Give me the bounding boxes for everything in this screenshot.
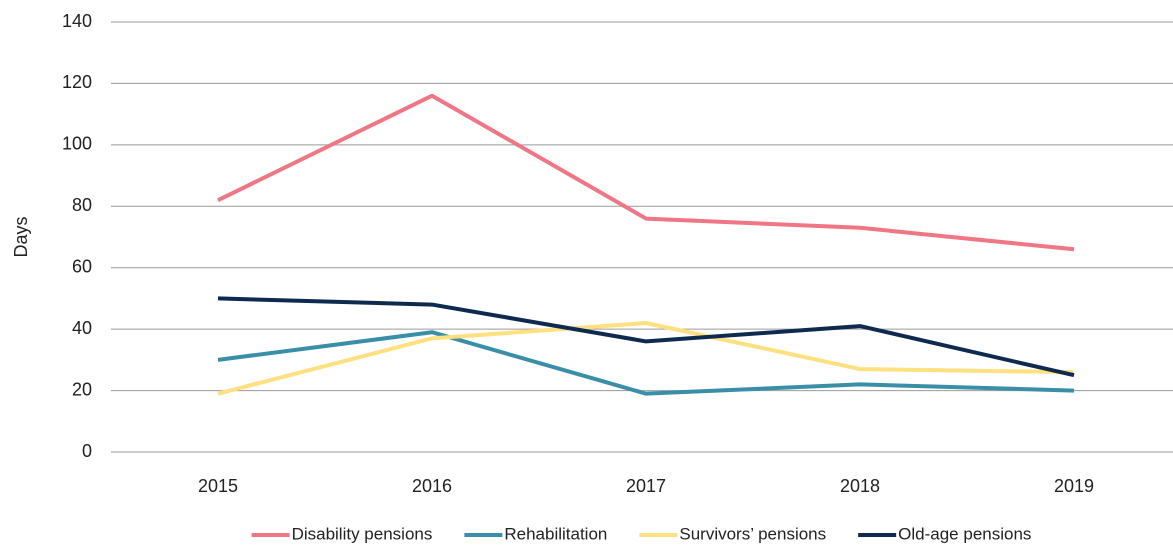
y-tick-label: 140 — [62, 11, 92, 31]
y-tick-label: 120 — [62, 72, 92, 92]
series-line — [217, 330, 1075, 396]
legend-label: Rehabilitation — [504, 524, 607, 543]
legend-label: Old-age pensions — [898, 524, 1031, 543]
y-tick-label: 60 — [72, 256, 92, 276]
series-line — [217, 296, 1075, 378]
x-tick-label: 2018 — [840, 476, 880, 496]
legend-label: Disability pensions — [292, 524, 433, 543]
legend-label: Survivors’ pensions — [679, 524, 826, 543]
y-tick-label: 80 — [72, 195, 92, 215]
x-tick-label: 2015 — [198, 476, 238, 496]
y-axis-label: Days — [11, 216, 31, 257]
y-tick-label: 100 — [62, 134, 92, 154]
x-tick-label: 2019 — [1054, 476, 1094, 496]
x-tick-label: 2017 — [626, 476, 666, 496]
y-tick-label: 20 — [72, 379, 92, 399]
x-tick-label: 2016 — [412, 476, 452, 496]
y-tick-label: 0 — [82, 441, 92, 461]
series-line — [217, 321, 1075, 396]
y-tick-label: 40 — [72, 318, 92, 338]
series-line — [217, 93, 1075, 252]
